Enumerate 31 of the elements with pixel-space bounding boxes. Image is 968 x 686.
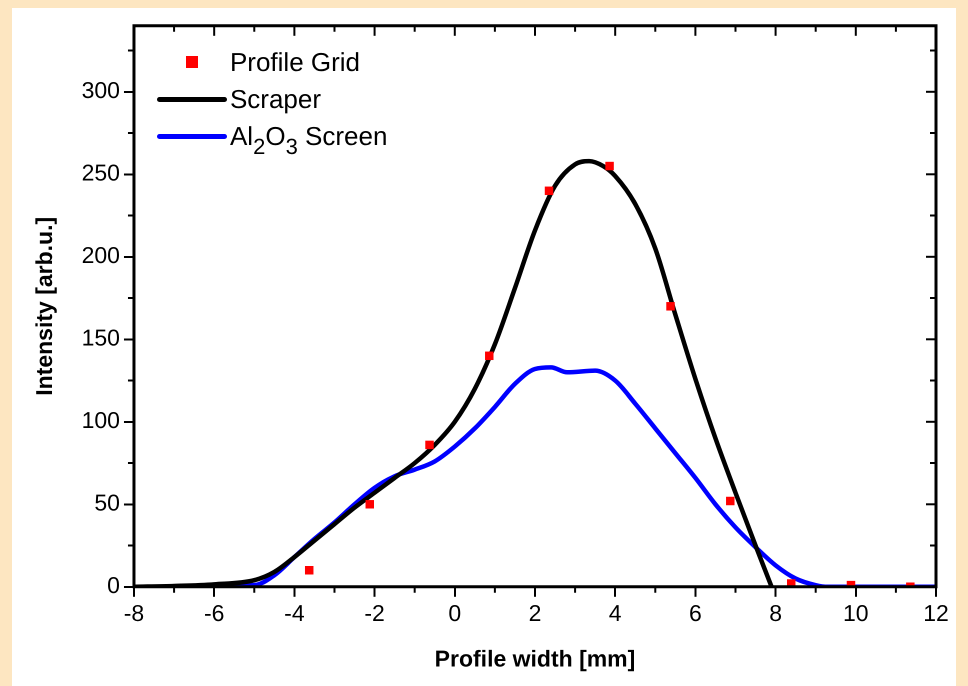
- y-tick-label: 150: [82, 324, 120, 351]
- point: [485, 352, 494, 360]
- x-tick-label: 0: [448, 600, 462, 626]
- x-tick-label: 8: [769, 600, 782, 626]
- x-tick-label: 10: [843, 600, 869, 626]
- y-tick-label: 300: [82, 77, 120, 104]
- x-tick-label: -2: [364, 600, 385, 626]
- y-tick-label: 50: [94, 490, 120, 516]
- y-tick-label: 0: [107, 572, 120, 598]
- point: [304, 566, 314, 575]
- x-tick-label: 2: [528, 600, 542, 626]
- point: [666, 302, 675, 311]
- x-tick-label: -6: [204, 600, 224, 626]
- y-tick-label: 100: [82, 407, 120, 434]
- legend-label: Scraper: [230, 84, 322, 115]
- x-tick-label: 12: [923, 600, 949, 626]
- x-tick-label: 6: [688, 600, 702, 626]
- point: [366, 500, 374, 509]
- x-tick-label: -4: [284, 600, 305, 626]
- point: [544, 186, 554, 196]
- point: [726, 496, 735, 506]
- x-axis-title: Profile width [mm]: [434, 646, 636, 672]
- y-tick-label: 200: [82, 242, 120, 268]
- legend-label: Al$_{2}$O$_{3}$ Screen: [230, 120, 388, 159]
- x-tick-label: -8: [124, 600, 144, 626]
- point: [605, 162, 614, 170]
- x-tick-label: 4: [608, 600, 622, 626]
- y-tick-label: 250: [82, 160, 120, 186]
- legend-label: Profile Grid: [230, 46, 360, 78]
- point: [425, 440, 434, 450]
- y-axis-title: Intensity [arb.u.]: [31, 216, 58, 396]
